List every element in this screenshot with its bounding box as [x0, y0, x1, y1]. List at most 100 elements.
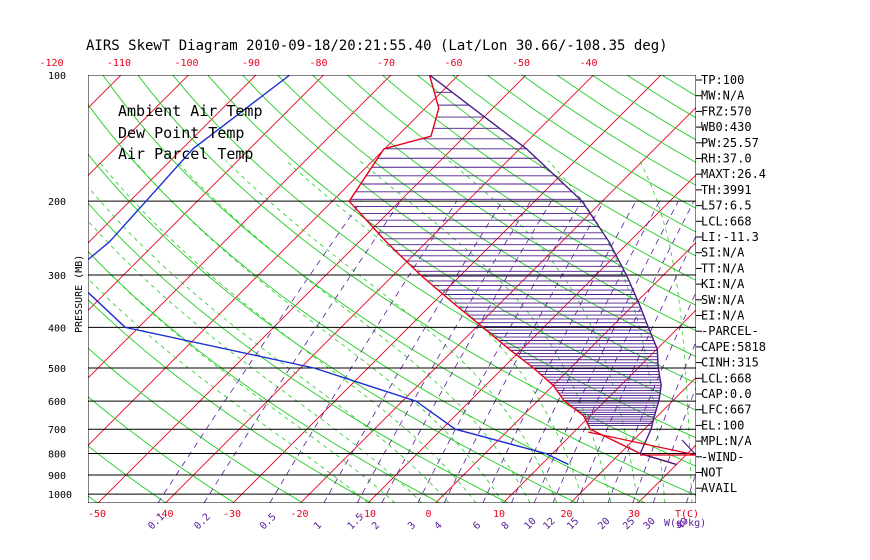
dry-adiabat-line [88, 103, 647, 503]
stability-index: EI:N/A [701, 309, 745, 323]
stability-index: MW:N/A [701, 89, 745, 103]
pressure-axis-label: PRESSURE (MB) [74, 255, 85, 333]
stability-index: CINH:315 [701, 356, 759, 370]
isotherm-line [434, 241, 696, 503]
mixing-ratio-line [269, 200, 458, 503]
stability-index: KI:N/A [701, 277, 745, 291]
stability-index: LCL:668 [701, 371, 752, 385]
dry-adiabat-line [88, 202, 510, 503]
mixing-ratio-tick-label: 6 [471, 520, 483, 532]
moist-adiabat-line [448, 160, 639, 503]
dry-adiabat-line [486, 75, 696, 209]
pressure-tick-label: 600 [48, 397, 66, 408]
stability-index: MPL:N/A [701, 434, 752, 448]
surface-wind-arrow [587, 431, 697, 456]
moist-adiabat-line [97, 160, 477, 503]
mixing-ratio-tick-label: 8 [500, 520, 512, 532]
stability-index: LI:-11.3 [701, 230, 759, 244]
dry-adiabat-line [88, 396, 236, 503]
stability-index: MAXT:26.4 [701, 167, 766, 181]
dry-adiabat-line [88, 299, 373, 503]
sounding-series [88, 75, 677, 466]
top-temp-tick-label: -100 [175, 58, 199, 69]
stability-index: RH:37.0 [701, 152, 752, 166]
pressure-tick-label: 900 [48, 471, 66, 482]
bottom-temp-tick-label: -30 [223, 509, 241, 520]
stability-index: SW:N/A [701, 293, 745, 307]
moist-adiabat-line [133, 160, 504, 503]
chart-legend: Ambient Air Temp Dew Point Temp Air Parc… [118, 102, 263, 163]
top-temperature-axis: -120 -110 -100 -90 -80 -70 -60 -50 -40 [40, 58, 598, 69]
dry-adiabat-lines [0, 34, 870, 511]
pressure-tick-label: 500 [48, 364, 66, 375]
mixing-ratio-tick-label: 0.5 [258, 512, 279, 533]
stability-index: AVAIL [701, 481, 737, 495]
moist-adiabat-line [175, 160, 531, 503]
stability-index: FRZ:570 [701, 104, 752, 118]
moist-adiabat-line [88, 220, 423, 503]
dry-adiabat-line [241, 75, 696, 384]
top-temp-tick-label: -80 [310, 58, 328, 69]
parcel-temp-line [429, 75, 677, 466]
dry-adiabat-line [765, 34, 870, 511]
moist-adiabat-line [225, 160, 558, 503]
bottom-temp-tick-label: 30 [628, 509, 640, 520]
isotherm-line [88, 75, 325, 312]
dry-adiabat-line [137, 75, 696, 467]
mixing-ratio-tick-label: 10 [522, 516, 538, 532]
mixing-ratio-tick-label: 2 [370, 520, 382, 532]
moist-adiabat-line [88, 278, 369, 503]
top-temp-tick-label: -110 [107, 58, 131, 69]
dry-adiabat-line [207, 75, 696, 411]
isotherm-line [569, 376, 696, 503]
pressure-tick-label: 200 [48, 197, 66, 208]
isotherm-line [367, 174, 696, 503]
isobar-lines [88, 75, 696, 503]
isotherm-line [832, 34, 870, 511]
legend-dewpoint: Dew Point Temp [118, 124, 244, 142]
top-temp-tick-label: -60 [445, 58, 463, 69]
isotherm-line [88, 75, 257, 244]
cape-hatch-area [350, 91, 662, 426]
mixing-ratio-line [203, 200, 401, 503]
dry-adiabat-line [0, 34, 40, 511]
mixing-ratio-tick-label: 1 [312, 520, 324, 532]
legend-ambient: Ambient Air Temp [118, 102, 263, 120]
bottom-temp-tick-label: -50 [88, 509, 106, 520]
mixing-ratio-line [381, 200, 552, 503]
top-temp-tick-label: -70 [377, 58, 395, 69]
mixing-ratio-tick-label: 20 [596, 516, 612, 532]
thermo-grid [0, 34, 870, 511]
bottom-temperature-axis: -50 -40 -30 -20 -10 0 10 20 30 [88, 509, 640, 520]
top-temp-tick-label: -120 [40, 58, 64, 69]
pressure-tick-label: 800 [48, 450, 66, 461]
mixing-ratio-unit-label: W(g/kg) [664, 518, 706, 529]
mixing-ratio-line [576, 235, 696, 503]
stability-index: EL:100 [701, 418, 744, 432]
pressure-axis: PRESSURE (MB) 100 200 300 400 500 600 700 800 90… [48, 71, 85, 501]
isotherm-line [232, 75, 662, 503]
dewpoint-temp-line [88, 75, 569, 466]
dry-adiabat-line [311, 75, 696, 332]
pressure-tick-label: 700 [48, 425, 66, 436]
ambient-temp-line [348, 75, 677, 466]
isotherm-line [88, 75, 460, 447]
moist-adiabat-line [88, 186, 450, 503]
dry-adiabat-line [346, 75, 696, 306]
stability-index: -WIND- [701, 450, 744, 464]
isotherm-line [0, 34, 27, 511]
isotherm-line [502, 309, 696, 503]
bottom-temp-tick-label: -10 [358, 509, 376, 520]
mixing-ratio-line [686, 472, 696, 503]
isotherm-line [97, 75, 527, 503]
stability-index: TH:3991 [701, 183, 752, 197]
stability-index: NOT [701, 466, 723, 480]
stability-index: LFC:667 [701, 403, 752, 417]
bottom-temp-tick-label: -20 [291, 509, 309, 520]
dry-adiabat-line [451, 75, 696, 233]
stability-index: CAP:0.0 [701, 387, 752, 401]
top-temp-tick-label: -40 [580, 58, 598, 69]
pressure-tick-label: 300 [48, 271, 66, 282]
